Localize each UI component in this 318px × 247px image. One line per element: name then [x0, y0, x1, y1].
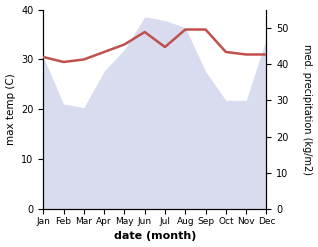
X-axis label: date (month): date (month)	[114, 231, 196, 242]
Y-axis label: max temp (C): max temp (C)	[5, 74, 16, 145]
Y-axis label: med. precipitation (kg/m2): med. precipitation (kg/m2)	[302, 44, 313, 175]
